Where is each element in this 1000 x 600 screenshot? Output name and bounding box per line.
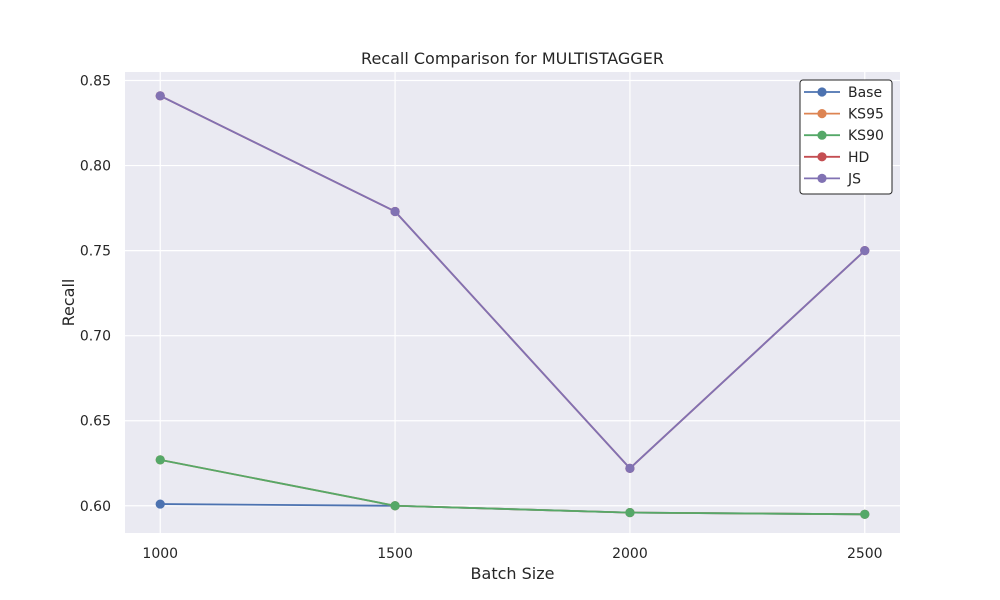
y-tick-label: 0.65 <box>80 414 111 430</box>
x-tick-label: 2500 <box>847 546 883 562</box>
chart-title: Recall Comparison for MULTISTAGGER <box>361 49 664 68</box>
data-point-js <box>625 463 635 473</box>
y-tick-label: 0.70 <box>80 329 111 345</box>
legend-item-js: JS <box>804 171 861 187</box>
legend-label: JS <box>847 171 861 187</box>
data-point-js <box>390 206 400 217</box>
plot-area: 0.60 0.65 0.70 0.75 0.80 0.85 1000 1500 2000 2500 <box>80 72 900 562</box>
legend-box <box>799 79 893 195</box>
data-point-base <box>155 499 165 509</box>
legend-item-hd: HD <box>804 150 869 166</box>
legend-label: HD <box>848 150 869 166</box>
legend-swatch-marker <box>817 109 827 119</box>
series-ks90 <box>155 455 870 519</box>
legend-swatch-marker <box>817 152 827 162</box>
plot-background <box>125 72 900 533</box>
data-point-ks90 <box>390 501 400 511</box>
x-tick-label: 2000 <box>612 546 648 562</box>
y-tick-label: 0.80 <box>80 159 111 175</box>
legend-item-ks90: KS90 <box>804 128 884 144</box>
legend-item-base: Base <box>804 85 882 101</box>
y-tick-label: 0.60 <box>80 499 111 515</box>
data-point-js <box>860 246 870 256</box>
legend-label: KS95 <box>848 107 884 123</box>
legend-swatch-marker <box>817 87 827 97</box>
y-tick-label: 0.75 <box>80 244 111 260</box>
data-point-js <box>155 91 165 101</box>
legend-item-ks95: KS95 <box>804 107 884 123</box>
x-axis-label: Batch Size <box>471 564 555 583</box>
legend-swatch-marker <box>817 173 827 183</box>
legend-label: KS90 <box>848 128 884 144</box>
data-point-ks90 <box>155 455 165 465</box>
data-point-ks90 <box>625 507 635 518</box>
y-axis-label: Recall <box>59 279 78 327</box>
x-tick-label: 1000 <box>142 546 178 562</box>
legend-label: Base <box>848 85 882 101</box>
x-tick-label: 1500 <box>377 546 413 562</box>
legend: Base KS95 KS90 HD JS <box>799 79 893 195</box>
legend-swatch-marker <box>817 130 827 140</box>
series-js <box>155 91 870 473</box>
gridlines <box>125 72 900 533</box>
series-line-js <box>159 95 866 470</box>
series-line-ks90 <box>160 458 865 516</box>
y-tick-label: 0.85 <box>80 74 111 90</box>
data-point-ks90 <box>860 509 870 519</box>
